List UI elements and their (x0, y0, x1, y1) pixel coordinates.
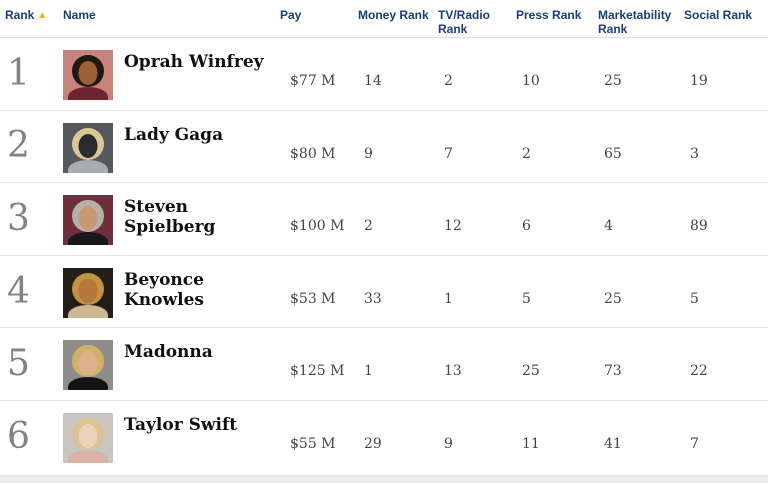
celebrity-name[interactable]: Lady Gaga (124, 124, 224, 145)
rank-cell: 1 (5, 38, 63, 110)
money-rank-value: 9 (364, 145, 373, 162)
rank-number: 4 (7, 270, 30, 312)
column-header-press-rank[interactable]: Press Rank (516, 8, 582, 22)
press-rank-value: 11 (522, 435, 540, 452)
social-rank-value: 19 (690, 73, 708, 89)
column-header-tv-radio-rank[interactable]: TV/Radio Rank (438, 8, 491, 36)
rank-number: 5 (7, 343, 30, 385)
marketability-rank-value: 73 (604, 363, 622, 380)
column-header-rank[interactable]: Rank ▲ (5, 8, 63, 23)
name-cell: Steven Spielberg (63, 183, 280, 255)
rank-number: 3 (7, 197, 30, 239)
tv-radio-rank-value: 9 (444, 435, 453, 452)
photo-face-shape (78, 61, 98, 85)
rank-cell: 4 (5, 256, 63, 328)
name-cell: Oprah Winfrey (63, 38, 280, 110)
column-header-money-rank[interactable]: Money Rank (358, 8, 429, 22)
photo-torso-shape (68, 232, 108, 246)
pay-value: $125 M (290, 363, 345, 380)
press-rank-value: 5 (522, 290, 531, 307)
sort-ascending-icon: ▲ (37, 10, 48, 21)
name-cell: Beyonce Knowles (63, 256, 280, 328)
column-header-marketability-rank[interactable]: Marketability Rank (598, 8, 672, 36)
marketability-rank-value: 65 (604, 145, 622, 162)
money-rank-value: 14 (364, 73, 382, 89)
pay-value: $80 M (290, 145, 336, 162)
celebrity-photo[interactable] (63, 50, 113, 100)
marketability-rank-value: 41 (604, 435, 622, 452)
bottom-divider-band (0, 475, 768, 483)
social-rank-value: 5 (690, 290, 699, 307)
tv-radio-rank-value: 7 (444, 145, 453, 162)
rank-cell: 3 (5, 183, 63, 255)
press-rank-value: 10 (522, 73, 540, 89)
rank-cell: 5 (5, 328, 63, 400)
table-row: 5 Madonna $125 M 1 13 25 73 22 (0, 328, 768, 401)
table-row: 2 Lady Gaga $80 M 9 7 2 65 3 (0, 111, 768, 184)
celebrity-name[interactable]: Taylor Swift (124, 414, 238, 435)
photo-face-shape (78, 351, 98, 376)
photo-torso-shape (68, 159, 108, 173)
pay-value: $55 M (290, 435, 336, 452)
celebrity-name[interactable]: Oprah Winfrey (124, 52, 264, 72)
name-cell: Lady Gaga (63, 111, 280, 183)
money-rank-value: 29 (364, 435, 382, 452)
column-header-social-rank[interactable]: Social Rank (684, 8, 753, 22)
photo-torso-shape (68, 377, 108, 391)
social-rank-value: 3 (690, 145, 699, 162)
celebrity-photo[interactable] (63, 267, 113, 318)
photo-torso-shape (68, 304, 108, 318)
photo-torso-shape (68, 449, 108, 463)
pay-value: $77 M (290, 73, 336, 89)
pay-value: $100 M (290, 218, 345, 235)
table-row: 1 Oprah Winfrey $77 M 14 2 10 25 19 (0, 38, 768, 111)
social-rank-value: 22 (690, 363, 708, 380)
photo-torso-shape (68, 87, 108, 100)
rank-number: 2 (7, 125, 30, 167)
column-header-pay[interactable]: Pay (280, 8, 302, 22)
photo-face-shape (78, 206, 98, 231)
money-rank-value: 1 (364, 363, 373, 380)
marketability-rank-value: 4 (604, 218, 613, 235)
celebrity-photo[interactable] (63, 340, 113, 391)
photo-face-shape (78, 278, 98, 303)
pay-value: $53 M (290, 290, 336, 307)
money-rank-value: 33 (364, 290, 382, 307)
press-rank-value: 2 (522, 145, 531, 162)
table-row: 3 Steven Spielberg $100 M 2 12 6 4 89 (0, 183, 768, 256)
table-row: 6 Taylor Swift $55 M 29 9 11 41 7 (0, 401, 768, 474)
celebrity-photo[interactable] (63, 122, 113, 173)
tv-radio-rank-value: 12 (444, 218, 462, 235)
press-rank-value: 6 (522, 218, 531, 235)
social-rank-value: 7 (690, 435, 699, 452)
column-header-rank-label: Rank (5, 8, 35, 22)
table-header-row: Rank ▲ Name Pay Money Rank TV/Radio Rank … (0, 0, 768, 38)
social-rank-value: 89 (690, 218, 708, 235)
rank-cell: 2 (5, 111, 63, 183)
money-rank-value: 2 (364, 218, 373, 235)
celebrity-name[interactable]: Beyonce Knowles (124, 269, 204, 310)
tv-radio-rank-value: 13 (444, 363, 462, 380)
tv-radio-rank-value: 1 (444, 290, 453, 307)
column-header-name[interactable]: Name (63, 8, 96, 22)
rank-number: 6 (7, 416, 30, 458)
photo-face-shape (78, 133, 98, 158)
name-cell: Madonna (63, 328, 280, 400)
rank-number: 1 (7, 52, 30, 94)
marketability-rank-value: 25 (604, 73, 622, 89)
name-cell: Taylor Swift (63, 401, 280, 474)
marketability-rank-value: 25 (604, 290, 622, 307)
photo-face-shape (78, 423, 98, 448)
celebrity-photo[interactable] (63, 412, 113, 463)
rank-cell: 6 (5, 401, 63, 474)
press-rank-value: 25 (522, 363, 540, 380)
celebrity-name[interactable]: Steven Spielberg (124, 197, 216, 238)
tv-radio-rank-value: 2 (444, 73, 453, 89)
celebrity-name[interactable]: Madonna (124, 342, 213, 363)
table-row: 4 Beyonce Knowles $53 M 33 1 5 25 5 (0, 256, 768, 329)
celebrity-photo[interactable] (63, 195, 113, 246)
